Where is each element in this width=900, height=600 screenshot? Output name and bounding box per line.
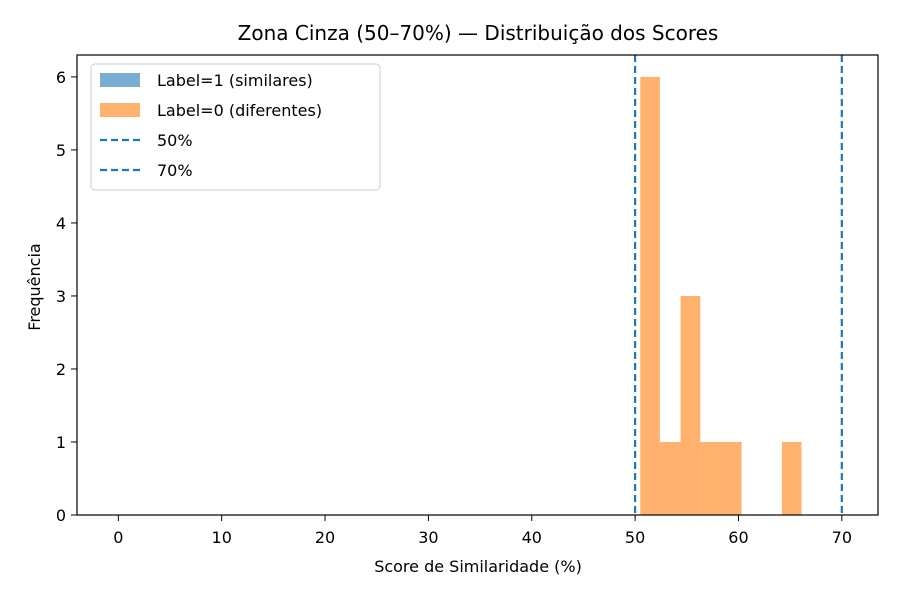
x-tick-label: 30 — [418, 528, 438, 547]
histogram-bar — [782, 442, 802, 515]
histogram-bar — [721, 442, 742, 515]
y-tick-label: 4 — [56, 214, 66, 233]
legend-swatch — [100, 103, 140, 117]
histogram-bar — [700, 442, 721, 515]
y-tick-label: 2 — [56, 360, 66, 379]
y-tick-label: 0 — [56, 506, 66, 525]
histogram-bar — [660, 442, 681, 515]
x-tick-label: 20 — [315, 528, 335, 547]
chart-title: Zona Cinza (50–70%) — Distribuição dos S… — [238, 21, 719, 45]
histogram-bar — [640, 77, 660, 515]
x-axis-title: Score de Similaridade (%) — [374, 557, 582, 576]
legend-label: Label=1 (similares) — [157, 71, 313, 90]
x-tick-label: 40 — [522, 528, 542, 547]
legend-label: 70% — [157, 161, 193, 180]
y-tick-label: 5 — [56, 141, 66, 160]
legend-label: 50% — [157, 131, 193, 150]
y-axis-title: Frequência — [25, 243, 44, 330]
x-tick-label: 10 — [212, 528, 232, 547]
x-tick-label: 60 — [728, 528, 748, 547]
y-tick-label: 3 — [56, 287, 66, 306]
y-tick-label: 1 — [56, 433, 66, 452]
histogram-bar — [681, 296, 701, 515]
x-tick-label: 50 — [625, 528, 645, 547]
legend-swatch — [100, 73, 140, 87]
x-tick-label: 0 — [113, 528, 123, 547]
legend-label: Label=0 (diferentes) — [157, 101, 322, 120]
x-tick-label: 70 — [832, 528, 852, 547]
legend: Label=1 (similares) Label=0 (diferentes) 5… — [91, 64, 380, 190]
y-tick-label: 6 — [56, 68, 66, 87]
